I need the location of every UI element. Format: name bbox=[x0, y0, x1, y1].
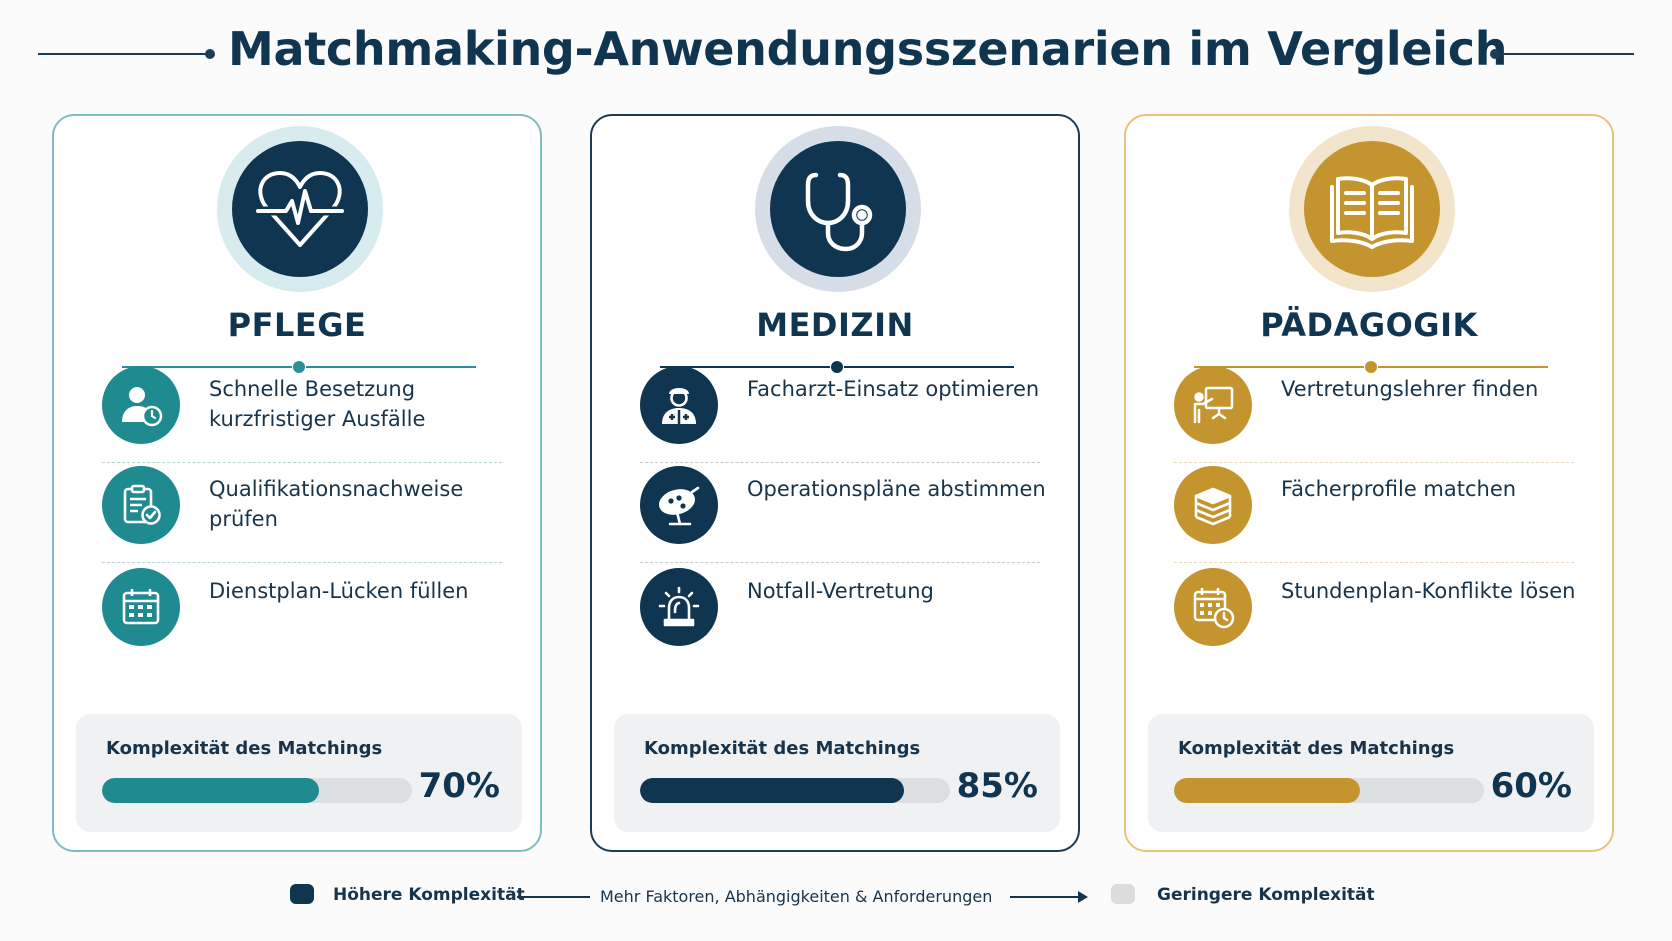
card-divider bbox=[660, 361, 1014, 373]
legend-swatch-high bbox=[290, 884, 314, 904]
item-text: Schnelle Besetzung kurzfristiger Ausfäll… bbox=[209, 377, 426, 431]
legend-low-label: Geringere Komplexität bbox=[1157, 885, 1375, 905]
list-item: Fächerprofile matchen bbox=[1174, 466, 1574, 566]
item-separator bbox=[1174, 462, 1574, 463]
card-title: PÄDAGOGIK bbox=[1260, 306, 1478, 344]
complexity-meter: Komplexität des Matchings 85% bbox=[614, 714, 1060, 832]
list-item: Schnelle Besetzung kurzfristiger Ausfäll… bbox=[102, 366, 502, 466]
calendar-icon bbox=[102, 568, 180, 646]
list-item: Notfall-Vertretung bbox=[640, 568, 1040, 668]
book-stack-icon bbox=[1174, 466, 1252, 544]
title-dot-left bbox=[205, 49, 215, 59]
card-title: PFLEGE bbox=[227, 306, 367, 344]
list-item: Dienstplan-Lücken füllen bbox=[102, 568, 502, 668]
item-text: Operationspläne abstimmen bbox=[747, 477, 1046, 501]
complexity-meter: Komplexität des Matchings 70% bbox=[76, 714, 522, 832]
item-text: Qualifikationsnachweise prüfen bbox=[209, 477, 464, 531]
item-text: Stundenplan-Konflikte lösen bbox=[1281, 579, 1576, 603]
title-dot-right bbox=[1490, 49, 1500, 59]
card-paedagogik: PÄDAGOGIK Vertretungslehrer finden Fäche… bbox=[1124, 114, 1614, 852]
complexity-meter: Komplexität des Matchings 60% bbox=[1148, 714, 1594, 832]
user-clock-icon bbox=[102, 366, 180, 444]
card-medizin: MEDIZIN Facharzt-Einsatz optimieren bbox=[590, 114, 1080, 852]
card-pflege: PFLEGE Schnelle Besetzung kurzfristiger … bbox=[52, 114, 542, 852]
title-rule-right bbox=[1500, 53, 1634, 55]
calendar-clock-icon bbox=[1174, 568, 1252, 646]
meter-percent: 60% bbox=[1490, 766, 1572, 806]
title-rule-left bbox=[38, 53, 208, 55]
meter-label: Komplexität des Matchings bbox=[1178, 738, 1455, 759]
meter-track bbox=[102, 778, 412, 803]
surgical-lamp-icon bbox=[640, 466, 718, 544]
item-separator bbox=[102, 562, 502, 563]
arrow-right-icon bbox=[1078, 891, 1088, 903]
card-divider bbox=[1194, 361, 1548, 373]
open-book-icon bbox=[1304, 141, 1440, 277]
item-separator bbox=[1174, 562, 1574, 563]
teacher-board-icon bbox=[1174, 366, 1252, 444]
legend-swatch-low bbox=[1111, 884, 1135, 904]
item-text: Notfall-Vertretung bbox=[747, 579, 934, 603]
list-item: Facharzt-Einsatz optimieren bbox=[640, 366, 1040, 466]
emergency-siren-icon bbox=[640, 568, 718, 646]
list-item: Operationspläne abstimmen bbox=[640, 466, 1046, 566]
item-text: Fächerprofile matchen bbox=[1281, 477, 1517, 501]
card-divider bbox=[122, 361, 476, 373]
card-icon-halo bbox=[755, 126, 921, 292]
meter-track bbox=[640, 778, 950, 803]
item-text: Dienstplan-Lücken füllen bbox=[209, 579, 469, 603]
legend-high-label: Höhere Komplexität bbox=[333, 885, 525, 905]
page-title: Matchmaking-Anwendungsszenarien im Vergl… bbox=[228, 22, 1508, 76]
header: Matchmaking-Anwendungsszenarien im Vergl… bbox=[0, 18, 1672, 88]
meter-percent: 85% bbox=[956, 766, 1038, 806]
meter-percent: 70% bbox=[418, 766, 500, 806]
list-item: Stundenplan-Konflikte lösen bbox=[1174, 568, 1575, 668]
stethoscope-icon bbox=[770, 141, 906, 277]
meter-fill bbox=[640, 778, 904, 803]
list-item: Vertretungslehrer finden bbox=[1174, 366, 1574, 466]
item-text: Facharzt-Einsatz optimieren bbox=[747, 377, 1040, 401]
legend-line-right bbox=[1010, 896, 1080, 898]
clipboard-check-icon bbox=[102, 466, 180, 544]
legend-middle-label: Mehr Faktoren, Abhängigkeiten & Anforder… bbox=[600, 887, 993, 906]
item-separator bbox=[640, 462, 1040, 463]
card-icon-halo bbox=[1289, 126, 1455, 292]
list-item: Qualifikationsnachweise prüfen bbox=[102, 466, 502, 566]
card-title: MEDIZIN bbox=[756, 306, 914, 344]
legend: Höhere Komplexität Mehr Faktoren, Abhäng… bbox=[0, 876, 1672, 916]
legend-line-left bbox=[517, 896, 590, 898]
meter-fill bbox=[1174, 778, 1360, 803]
meter-label: Komplexität des Matchings bbox=[106, 738, 383, 759]
meter-track bbox=[1174, 778, 1484, 803]
doctor-icon bbox=[640, 366, 718, 444]
meter-label: Komplexität des Matchings bbox=[644, 738, 921, 759]
item-separator bbox=[102, 462, 502, 463]
item-separator bbox=[640, 562, 1040, 563]
card-icon-halo bbox=[217, 126, 383, 292]
item-text: Vertretungslehrer finden bbox=[1281, 377, 1539, 401]
meter-fill bbox=[102, 778, 319, 803]
heart-pulse-icon bbox=[232, 141, 368, 277]
